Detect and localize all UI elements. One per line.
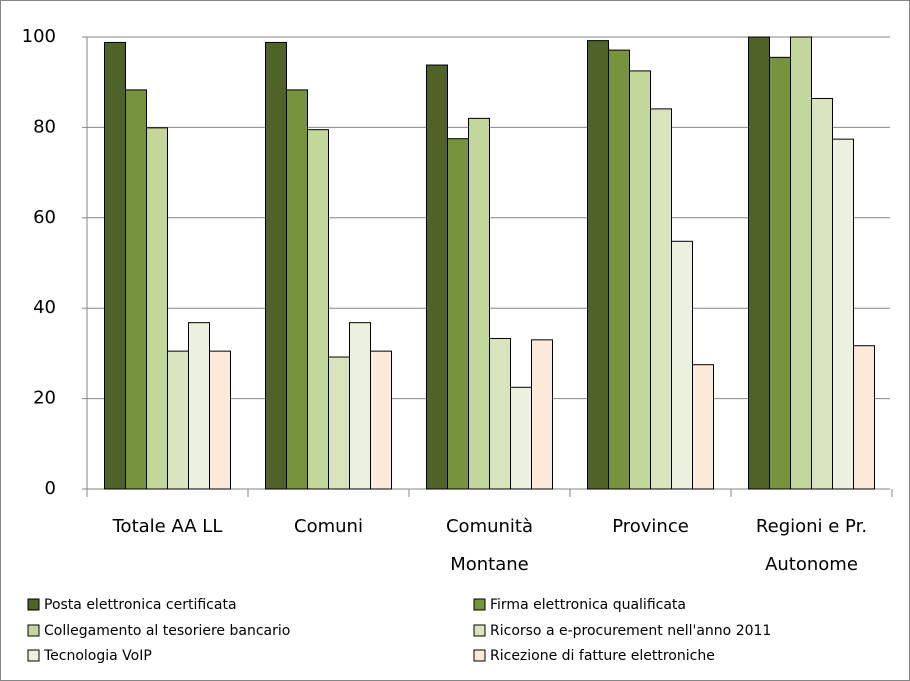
x-tick-label: Comunità Montane (446, 516, 533, 575)
legend-label: Collegamento al tesoriere bancario (44, 623, 290, 639)
bar (853, 345, 875, 490)
bar (209, 350, 231, 490)
x-tick-label: Regioni e Pr. Autonome (756, 516, 867, 575)
legend-label: Tecnologia VoIP (43, 648, 152, 664)
legend-swatch (27, 624, 40, 637)
x-tick-label: Comuni (294, 516, 363, 537)
y-tick-label: 100 (22, 26, 56, 47)
legend-swatch (473, 624, 486, 637)
bar (790, 36, 812, 490)
legend-label: Posta elettronica certificata (44, 597, 237, 613)
legend-swatch (473, 598, 486, 611)
y-tick-label: 80 (33, 116, 56, 137)
y-tick-label: 20 (33, 388, 56, 409)
bar (265, 41, 287, 490)
x-tick-label: Province (612, 516, 689, 537)
x-tick-label: Totale AA LL (112, 516, 223, 537)
bar (349, 322, 371, 490)
legend-swatch (27, 649, 40, 662)
bar (104, 41, 126, 490)
bar (811, 97, 833, 490)
y-tick-label: 0 (45, 478, 56, 499)
legend-label: Ricezione di fatture elettroniche (490, 648, 715, 664)
bar (671, 240, 693, 490)
legend-swatch (27, 598, 40, 611)
bar (167, 350, 189, 490)
bar (489, 337, 511, 490)
bar (447, 138, 469, 490)
legend-swatch (473, 649, 486, 662)
bar (510, 386, 532, 490)
bar (608, 49, 630, 490)
legend-label: Ricorso a e-procurement nell'anno 2011 (490, 623, 771, 639)
y-tick-label: 40 (33, 297, 56, 318)
bar (426, 64, 448, 490)
bar (692, 364, 714, 490)
bar (286, 89, 308, 490)
legend-label: Firma elettronica qualificata (490, 597, 686, 613)
bar (769, 56, 791, 490)
bar (468, 117, 490, 490)
bar (748, 36, 770, 490)
bar (832, 138, 854, 490)
bar (629, 70, 651, 490)
bar (307, 129, 329, 490)
bar (188, 322, 210, 490)
bar (531, 339, 553, 490)
y-tick-label: 60 (33, 207, 56, 228)
bar (328, 356, 350, 490)
bar (370, 350, 392, 490)
bar (125, 89, 147, 490)
bar (146, 127, 168, 490)
bar (650, 108, 672, 490)
bar (587, 40, 609, 490)
